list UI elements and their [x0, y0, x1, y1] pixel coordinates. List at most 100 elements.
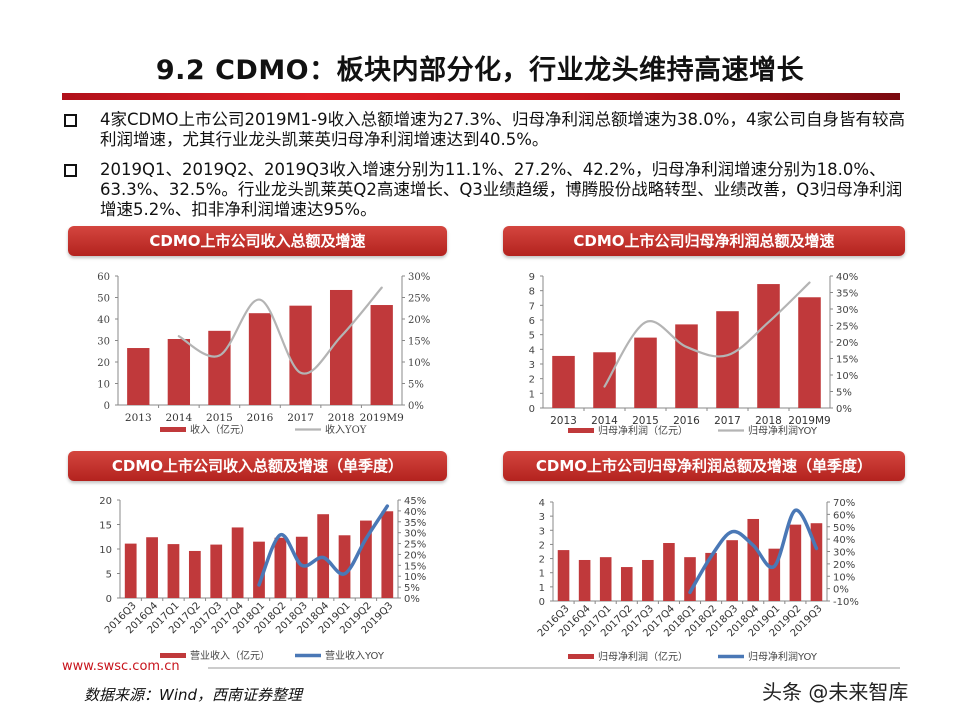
bar [208, 330, 231, 405]
bar [289, 305, 312, 405]
left-tick-label: 10 [97, 380, 110, 391]
bar [124, 543, 137, 598]
x-tick-label: 2013 [125, 412, 152, 424]
chart-svg: 0 10 20 30 40 50 60 0% 5% 10% 15% 20% 25% 30% 2013 2014… [97, 272, 430, 436]
right-tick-label: 15% [836, 355, 858, 366]
x-tick-label: 2017 [287, 412, 314, 424]
left-tick-label: 1 [539, 583, 545, 594]
yoy-line [257, 504, 390, 587]
right-tick-label: 25% [404, 540, 426, 551]
bar [167, 544, 180, 598]
slide-title: 9.2 CDMO：板块内部分化，行业龙头维持高速增长 [155, 55, 805, 86]
left-tick-label: 4 [529, 345, 535, 356]
bar [684, 557, 696, 601]
right-tick-label: 0% [408, 401, 424, 412]
right-tick-label: 40% [833, 535, 855, 546]
bar [370, 305, 393, 405]
yoy-line [177, 286, 383, 375]
x-tick-label: 2017 [714, 415, 741, 427]
left-tick-label: 1 [529, 389, 535, 400]
square-bullet-icon [64, 164, 77, 177]
bar [789, 524, 802, 601]
left-tick-label: 15 [99, 521, 112, 532]
bar [338, 535, 351, 598]
bullet-item: 2019Q1、2019Q2、2019Q3收入增速分别为11.1%、27.2%、4… [64, 160, 914, 220]
right-tick-label: 10% [836, 371, 858, 382]
bullet-text: 2019Q1、2019Q2、2019Q3收入增速分别为11.1%、27.2%、4… [100, 160, 903, 219]
x-tick-label: 2019M9 [788, 415, 830, 427]
right-tick-label: 5% [404, 583, 420, 594]
left-tick-label: 2 [529, 375, 535, 386]
legend-bar-label: 收入（亿元） [190, 423, 250, 436]
legend-line-label: 营业收入YOY [325, 649, 385, 662]
legend-line-label: 收入YOY [325, 423, 367, 436]
legend-bar-swatch [160, 427, 186, 432]
left-tick-label: 7 [529, 301, 535, 312]
bar [231, 527, 244, 598]
bar [578, 559, 591, 601]
bar [295, 536, 308, 598]
left-tick-label: 8 [529, 287, 535, 298]
footer-divider [208, 667, 900, 669]
watermark: 头条 @未来智库 [762, 680, 909, 704]
x-tick-label: 2014 [591, 415, 618, 427]
panel-header-net-profit-quarterly: CDMO上市公司归母净利润总额及增速（单季度） [503, 451, 905, 481]
left-tick-label: 5 [529, 331, 535, 342]
x-tick-label: 2015 [632, 415, 659, 427]
right-tick-label: 30% [408, 272, 430, 283]
bar [360, 520, 372, 598]
left-tick-label: 4 [539, 498, 545, 509]
chart-revenue-quarterly: 0 5 10 15 20 0% 5% 10% 15% 20% 25% 30% 35% 40% 45% 2016… [70, 485, 440, 665]
bar [726, 540, 738, 601]
right-tick-label: 5% [836, 388, 852, 399]
left-tick-label: 9 [529, 272, 535, 283]
bar [557, 550, 570, 601]
chart-svg: 0 1 2 3 4 5 6 7 8 9 0% 5% 10% 15% 20% 25% 30% 35% 40% 2013 2… [529, 272, 859, 437]
right-tick-label: 10% [404, 572, 426, 583]
chart-net-profit-quarterly: 0 1 1 2 2 3 3 4 -10% 0% 10% 20% 30% 40% 50% 60% 70% 2016Q… [500, 485, 870, 665]
bar [248, 313, 272, 405]
left-tick-label: 2 [539, 540, 545, 551]
bar [274, 537, 287, 598]
right-tick-label: 40% [404, 507, 426, 518]
right-tick-label: 50% [833, 523, 855, 534]
square-bullet-icon [64, 114, 77, 127]
right-tick-label: 25% [408, 294, 430, 305]
bar [593, 352, 616, 408]
x-tick-label: 2018 [328, 412, 355, 424]
right-tick-label: 25% [836, 322, 858, 333]
right-tick-label: 60% [833, 510, 855, 521]
bar [810, 523, 823, 601]
website-link[interactable]: www.swsc.com.cn [62, 659, 180, 674]
right-tick-label: 30% [404, 529, 426, 540]
x-tick-label: 2013 [550, 415, 577, 427]
right-tick-label: 20% [404, 550, 426, 561]
chart-svg: 051015200%5%10%15%20%25%30%35%40%45%2016… [99, 496, 426, 662]
right-tick-label: -10% [833, 597, 859, 608]
panel-header-revenue: CDMO上市公司收入总额及增速 [68, 226, 447, 256]
legend-bar-label: 归母净利润（亿元） [598, 424, 688, 437]
panel-header-net-profit: CDMO上市公司归母净利润总额及增速 [503, 226, 905, 256]
bar [253, 541, 265, 598]
right-tick-label: 10% [833, 572, 855, 583]
left-tick-label: 60 [97, 272, 110, 283]
bar [747, 518, 760, 601]
right-tick-label: 15% [408, 337, 430, 348]
legend-bar-swatch [568, 654, 594, 659]
bar [642, 559, 654, 601]
x-tick-label: 2016 [247, 412, 274, 424]
bar [675, 324, 698, 408]
panel-header-revenue-quarterly: CDMO上市公司收入总额及增速（单季度） [68, 451, 447, 481]
bar [798, 297, 821, 408]
right-tick-label: 35% [836, 289, 858, 300]
left-tick-label: 20 [97, 358, 110, 369]
right-tick-label: 0% [836, 404, 852, 415]
bar [552, 355, 575, 408]
right-tick-label: 20% [833, 560, 855, 571]
bar [381, 511, 394, 598]
bar [188, 550, 201, 598]
left-tick-label: 50 [97, 294, 110, 305]
left-tick-label: 1 [539, 569, 545, 580]
data-source: 数据来源：Wind，西南证券整理 [84, 686, 303, 704]
